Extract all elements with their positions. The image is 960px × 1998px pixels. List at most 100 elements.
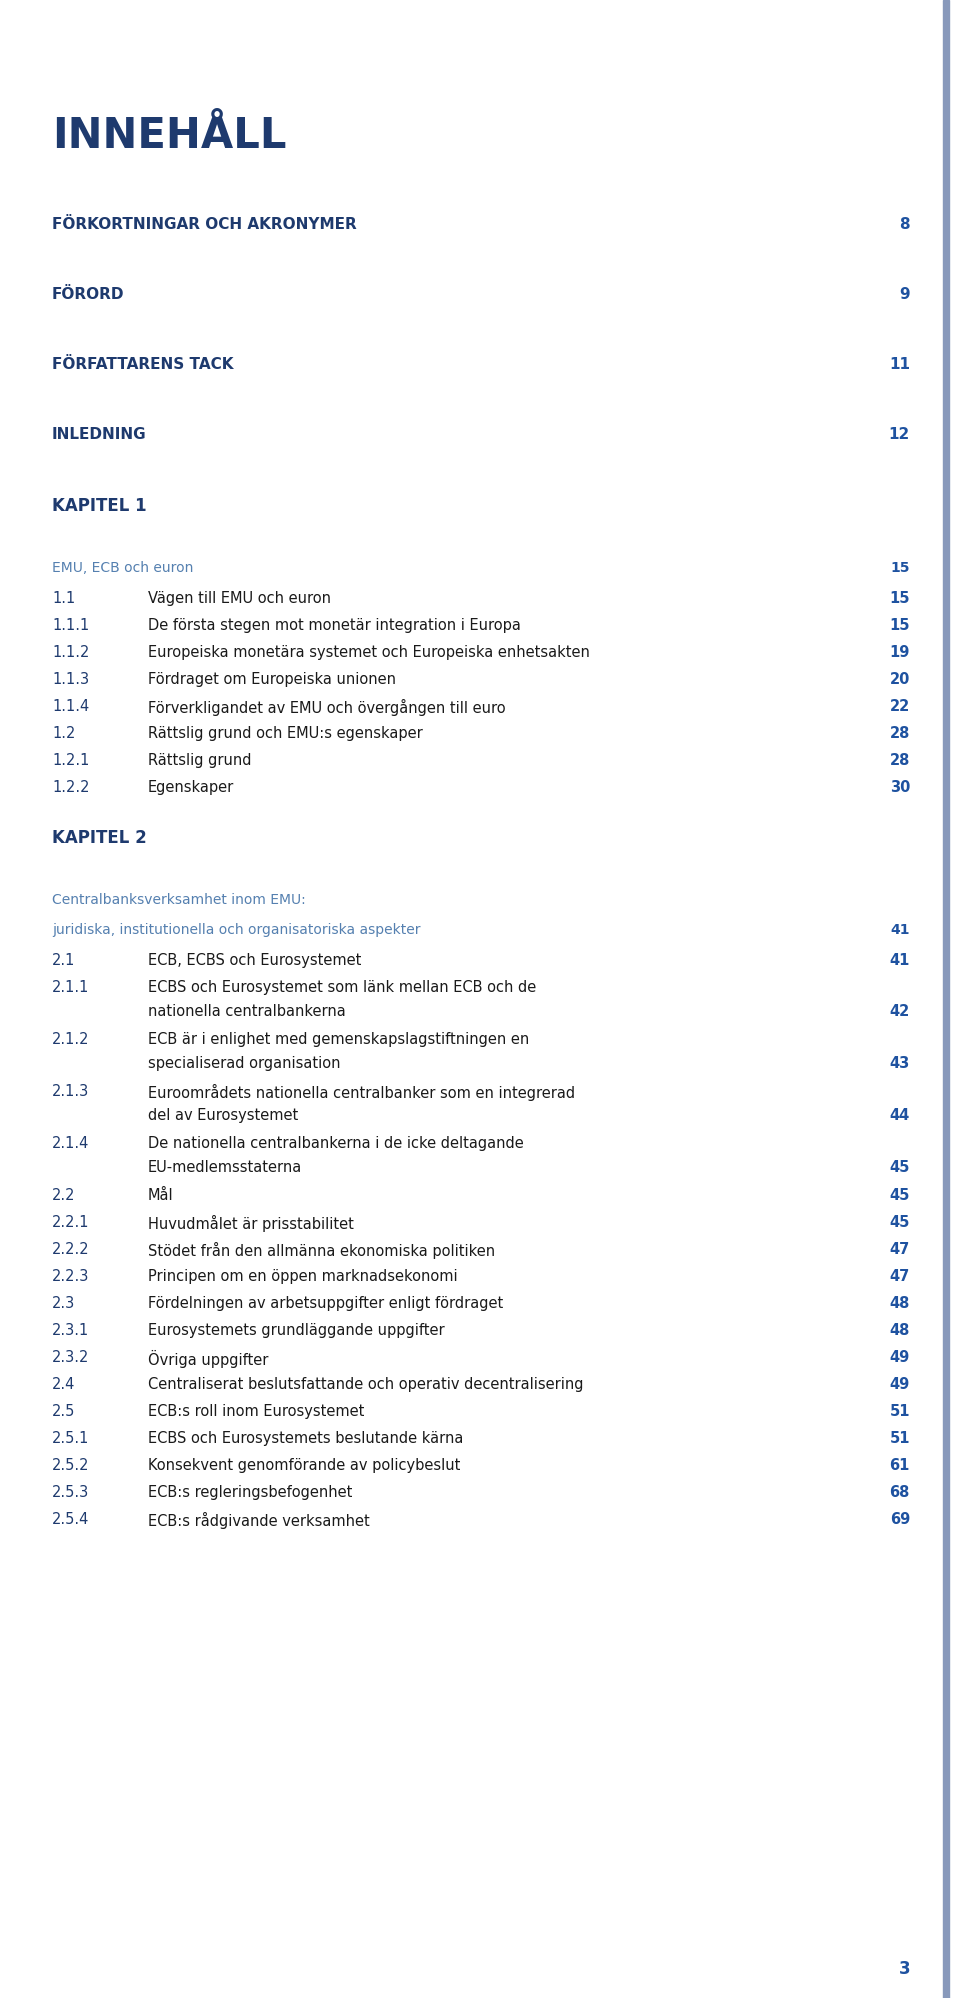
Text: 2.3: 2.3 xyxy=(52,1297,75,1311)
Text: 45: 45 xyxy=(890,1189,910,1203)
Text: Fördraget om Europeiska unionen: Fördraget om Europeiska unionen xyxy=(148,671,396,687)
Text: 45: 45 xyxy=(890,1161,910,1175)
Text: 61: 61 xyxy=(890,1459,910,1473)
Text: 19: 19 xyxy=(890,645,910,659)
Text: 22: 22 xyxy=(890,699,910,713)
Text: 28: 28 xyxy=(890,725,910,741)
Text: 2.3.2: 2.3.2 xyxy=(52,1351,89,1365)
Text: Centralbanksverksamhet inom EMU:: Centralbanksverksamhet inom EMU: xyxy=(52,893,305,907)
Text: ECB:s regleringsbefogenhet: ECB:s regleringsbefogenhet xyxy=(148,1485,352,1500)
Text: FÖRKORTNINGAR OCH AKRONYMER: FÖRKORTNINGAR OCH AKRONYMER xyxy=(52,218,357,232)
Text: specialiserad organisation: specialiserad organisation xyxy=(148,1057,341,1071)
Text: 2.1.2: 2.1.2 xyxy=(52,1033,89,1047)
Text: Egenskaper: Egenskaper xyxy=(148,779,234,795)
Text: De första stegen mot monetär integration i Europa: De första stegen mot monetär integration… xyxy=(148,617,521,633)
Text: 12: 12 xyxy=(889,428,910,442)
Text: 41: 41 xyxy=(890,953,910,967)
Text: 2.2.2: 2.2.2 xyxy=(52,1243,89,1257)
Text: Förverkligandet av EMU och övergången till euro: Förverkligandet av EMU och övergången ti… xyxy=(148,699,506,715)
Text: 2.1.1: 2.1.1 xyxy=(52,979,89,995)
Text: 1.2.2: 1.2.2 xyxy=(52,779,89,795)
Text: 2.1.4: 2.1.4 xyxy=(52,1137,89,1151)
Text: FÖRORD: FÖRORD xyxy=(52,288,125,302)
Text: 43: 43 xyxy=(890,1057,910,1071)
Text: 2.2.1: 2.2.1 xyxy=(52,1215,89,1231)
Text: del av Eurosystemet: del av Eurosystemet xyxy=(148,1109,299,1123)
Text: 42: 42 xyxy=(890,1005,910,1019)
Text: FÖRFATTARENS TACK: FÖRFATTARENS TACK xyxy=(52,358,233,372)
Text: 51: 51 xyxy=(890,1431,910,1447)
Text: 1.1.3: 1.1.3 xyxy=(52,671,89,687)
Text: 28: 28 xyxy=(890,753,910,767)
Text: 1.1.1: 1.1.1 xyxy=(52,617,89,633)
Text: KAPITEL 2: KAPITEL 2 xyxy=(52,829,147,847)
Text: Europeiska monetära systemet och Europeiska enhetsakten: Europeiska monetära systemet och Europei… xyxy=(148,645,589,659)
Text: 47: 47 xyxy=(890,1269,910,1285)
Text: 1.2: 1.2 xyxy=(52,725,76,741)
Text: 1.2.1: 1.2.1 xyxy=(52,753,89,767)
Text: 2.3.1: 2.3.1 xyxy=(52,1323,89,1339)
Text: 8: 8 xyxy=(900,218,910,232)
Text: 44: 44 xyxy=(890,1109,910,1123)
Text: Euroområdets nationella centralbanker som en integrerad: Euroområdets nationella centralbanker so… xyxy=(148,1085,575,1101)
Text: 41: 41 xyxy=(891,923,910,937)
Text: Rättslig grund och EMU:s egenskaper: Rättslig grund och EMU:s egenskaper xyxy=(148,725,422,741)
Text: 20: 20 xyxy=(890,671,910,687)
Text: 2.1: 2.1 xyxy=(52,953,76,967)
Text: Konsekvent genomförande av policybeslut: Konsekvent genomförande av policybeslut xyxy=(148,1459,461,1473)
Text: Stödet från den allmänna ekonomiska politiken: Stödet från den allmänna ekonomiska poli… xyxy=(148,1243,495,1259)
Text: 45: 45 xyxy=(890,1215,910,1231)
Text: 15: 15 xyxy=(890,591,910,605)
Text: 15: 15 xyxy=(891,561,910,575)
Text: De nationella centralbankerna i de icke deltagande: De nationella centralbankerna i de icke … xyxy=(148,1137,524,1151)
Text: EMU, ECB och euron: EMU, ECB och euron xyxy=(52,561,193,575)
Text: 2.5.1: 2.5.1 xyxy=(52,1431,89,1447)
Text: Vägen till EMU och euron: Vägen till EMU och euron xyxy=(148,591,331,605)
Text: 11: 11 xyxy=(889,358,910,372)
Text: nationella centralbankerna: nationella centralbankerna xyxy=(148,1005,346,1019)
Text: 48: 48 xyxy=(890,1297,910,1311)
Text: 2.4: 2.4 xyxy=(52,1377,76,1393)
Text: 69: 69 xyxy=(890,1512,910,1526)
Text: Övriga uppgifter: Övriga uppgifter xyxy=(148,1351,269,1369)
Text: 49: 49 xyxy=(890,1351,910,1365)
Text: ECBS och Eurosystemet som länk mellan ECB och de: ECBS och Eurosystemet som länk mellan EC… xyxy=(148,979,537,995)
Text: Rättslig grund: Rättslig grund xyxy=(148,753,252,767)
Text: ECBS och Eurosystemets beslutande kärna: ECBS och Eurosystemets beslutande kärna xyxy=(148,1431,464,1447)
Text: 2.5: 2.5 xyxy=(52,1405,76,1419)
Text: 68: 68 xyxy=(890,1485,910,1500)
Text: Huvudmålet är prisstabilitet: Huvudmålet är prisstabilitet xyxy=(148,1215,354,1233)
Text: 30: 30 xyxy=(890,779,910,795)
Bar xyxy=(943,0,949,1998)
Text: Eurosystemets grundläggande uppgifter: Eurosystemets grundläggande uppgifter xyxy=(148,1323,444,1339)
Text: 2.5.3: 2.5.3 xyxy=(52,1485,89,1500)
Text: ECB, ECBS och Eurosystemet: ECB, ECBS och Eurosystemet xyxy=(148,953,361,967)
Text: 2.2.3: 2.2.3 xyxy=(52,1269,89,1285)
Text: 2.1.3: 2.1.3 xyxy=(52,1085,89,1099)
Text: 2.2: 2.2 xyxy=(52,1189,76,1203)
Text: 48: 48 xyxy=(890,1323,910,1339)
Text: 2.5.2: 2.5.2 xyxy=(52,1459,89,1473)
Text: 51: 51 xyxy=(890,1405,910,1419)
Text: Centraliserat beslutsfattande och operativ decentralisering: Centraliserat beslutsfattande och operat… xyxy=(148,1377,584,1393)
Text: ECB är i enlighet med gemenskapslagstiftningen en: ECB är i enlighet med gemenskapslagstift… xyxy=(148,1033,529,1047)
Text: 49: 49 xyxy=(890,1377,910,1393)
Text: Principen om en öppen marknadsekonomi: Principen om en öppen marknadsekonomi xyxy=(148,1269,458,1285)
Text: INLEDNING: INLEDNING xyxy=(52,428,147,442)
Text: ECB:s roll inom Eurosystemet: ECB:s roll inom Eurosystemet xyxy=(148,1405,365,1419)
Text: 1.1: 1.1 xyxy=(52,591,75,605)
Text: INNEHÅLL: INNEHÅLL xyxy=(52,116,286,158)
Text: KAPITEL 1: KAPITEL 1 xyxy=(52,498,147,515)
Text: 1.1.4: 1.1.4 xyxy=(52,699,89,713)
Text: 3: 3 xyxy=(899,1960,910,1978)
Text: juridiska, institutionella och organisatoriska aspekter: juridiska, institutionella och organisat… xyxy=(52,923,420,937)
Text: 47: 47 xyxy=(890,1243,910,1257)
Text: 15: 15 xyxy=(890,617,910,633)
Text: 1.1.2: 1.1.2 xyxy=(52,645,89,659)
Text: 2.5.4: 2.5.4 xyxy=(52,1512,89,1526)
Text: Mål: Mål xyxy=(148,1189,174,1203)
Text: Fördelningen av arbetsuppgifter enligt fördraget: Fördelningen av arbetsuppgifter enligt f… xyxy=(148,1297,503,1311)
Text: ECB:s rådgivande verksamhet: ECB:s rådgivande verksamhet xyxy=(148,1512,370,1528)
Text: EU-medlemsstaterna: EU-medlemsstaterna xyxy=(148,1161,302,1175)
Text: 9: 9 xyxy=(900,288,910,302)
